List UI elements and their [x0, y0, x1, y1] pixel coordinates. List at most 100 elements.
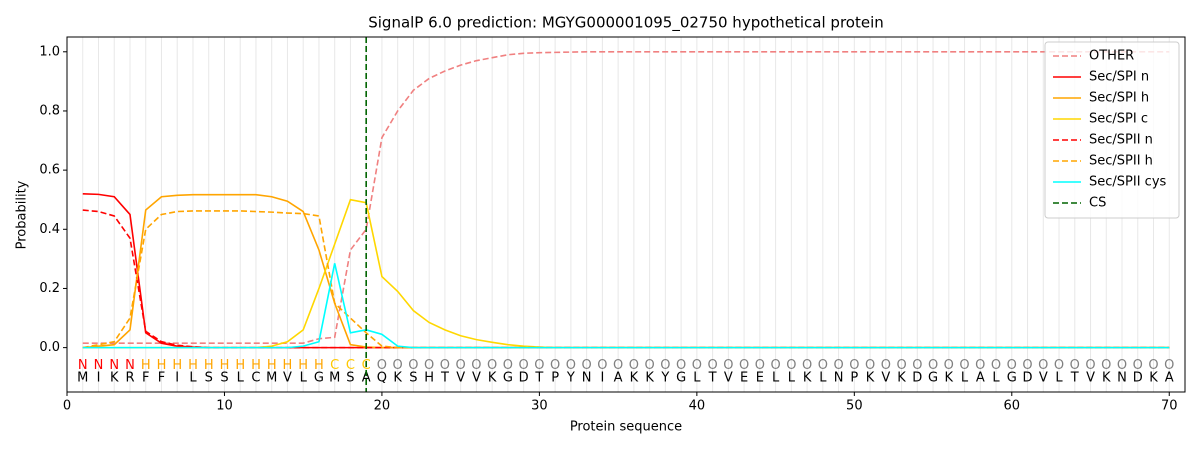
- residue-label: O: [944, 358, 954, 373]
- residue: R: [125, 370, 134, 385]
- residue: D: [519, 370, 529, 385]
- residue-label: O: [613, 358, 623, 373]
- residue: I: [600, 370, 604, 385]
- x-tick-label: 0: [63, 399, 71, 414]
- x-tick-label: 60: [1004, 399, 1021, 414]
- residue-label: H: [298, 358, 308, 373]
- residue: S: [205, 370, 213, 385]
- residue: N: [582, 370, 592, 385]
- residue: T: [440, 370, 449, 385]
- x-tick-label: 10: [216, 399, 233, 414]
- residue: L: [189, 370, 197, 385]
- residue-label: H: [204, 358, 214, 373]
- residue-label: O: [739, 358, 749, 373]
- residue: V: [724, 370, 733, 385]
- residue: K: [488, 370, 497, 385]
- residue: V: [456, 370, 465, 385]
- residue-label: H: [283, 358, 293, 373]
- residue-label: O: [865, 358, 875, 373]
- residue-label: N: [78, 358, 88, 373]
- residue: L: [819, 370, 827, 385]
- residue-label: O: [408, 358, 418, 373]
- residue-label: O: [991, 358, 1001, 373]
- residue-label: O: [912, 358, 922, 373]
- residue-label: H: [235, 358, 245, 373]
- residue: G: [1007, 370, 1017, 385]
- residue: K: [945, 370, 954, 385]
- residue-label: H: [172, 358, 182, 373]
- residue: L: [788, 370, 796, 385]
- series-line: [82, 50, 1170, 344]
- residue-label: H: [141, 358, 151, 373]
- residue: I: [97, 370, 101, 385]
- residue-label: C: [346, 358, 355, 373]
- residue: C: [251, 370, 260, 385]
- residue: K: [630, 370, 639, 385]
- plot-frame: [66, 36, 1186, 393]
- residue-label: O: [1164, 358, 1174, 373]
- residue: F: [158, 370, 165, 385]
- residue-label: O: [676, 358, 686, 373]
- residue: L: [237, 370, 245, 385]
- residue: V: [283, 370, 292, 385]
- residue-label: N: [125, 358, 135, 373]
- residue-label: O: [1022, 358, 1032, 373]
- y-tick-label: 1.0: [39, 44, 60, 59]
- residue-label: O: [377, 358, 387, 373]
- residue-label: H: [314, 358, 324, 373]
- residue-label: O: [534, 358, 544, 373]
- residue-label: O: [849, 358, 859, 373]
- x-tick-label: 70: [1161, 399, 1178, 414]
- residue-label: H: [220, 358, 230, 373]
- residue-label: O: [692, 358, 702, 373]
- residue: L: [992, 370, 1000, 385]
- residue-label: O: [550, 358, 560, 373]
- residue: L: [1055, 370, 1063, 385]
- legend-label: Sec/SPI n: [1089, 70, 1149, 85]
- residue-label: O: [471, 358, 481, 373]
- residue: K: [866, 370, 875, 385]
- residue: G: [928, 370, 938, 385]
- residue-label: O: [881, 358, 891, 373]
- residue-label: O: [755, 358, 765, 373]
- residue-label: C: [330, 358, 339, 373]
- residue-label: O: [975, 358, 985, 373]
- legend-label: Sec/SPII h: [1089, 154, 1153, 169]
- residue: S: [409, 370, 417, 385]
- residue: T: [1070, 370, 1079, 385]
- residue-label: O: [1101, 358, 1111, 373]
- residue: L: [300, 370, 308, 385]
- legend-label: Sec/SPII cys: [1089, 175, 1167, 190]
- y-tick-label: 0.0: [39, 340, 60, 355]
- residue: G: [503, 370, 513, 385]
- residue-label: O: [629, 358, 639, 373]
- residue-label: O: [818, 358, 828, 373]
- residue: D: [1023, 370, 1033, 385]
- residue-label: O: [928, 358, 938, 373]
- residue: Y: [660, 370, 669, 385]
- residue: K: [645, 370, 654, 385]
- chart-title: SignalP 6.0 prediction: MGYG000001095_02…: [368, 14, 884, 33]
- y-tick-label: 0.4: [39, 222, 60, 237]
- residue-label: O: [582, 358, 592, 373]
- residue-label: O: [707, 358, 717, 373]
- legend-label: Sec/SPI c: [1089, 112, 1148, 127]
- x-axis-label: Protein sequence: [570, 420, 682, 435]
- residue: V: [1039, 370, 1048, 385]
- residue: V: [472, 370, 481, 385]
- x-tick-label: 30: [531, 399, 548, 414]
- residue: I: [175, 370, 179, 385]
- residue: K: [110, 370, 119, 385]
- series-line: [82, 263, 1170, 349]
- residue-label: O: [959, 358, 969, 373]
- residue-label: O: [786, 358, 796, 373]
- residue-label: O: [645, 358, 655, 373]
- residue-label: O: [503, 358, 513, 373]
- residue-label: O: [1148, 358, 1158, 373]
- residue-label: O: [1133, 358, 1143, 373]
- y-tick-label: 0.8: [39, 103, 60, 118]
- legend-label: Sec/SPI h: [1089, 91, 1149, 106]
- residue: N: [1117, 370, 1127, 385]
- residue: D: [912, 370, 922, 385]
